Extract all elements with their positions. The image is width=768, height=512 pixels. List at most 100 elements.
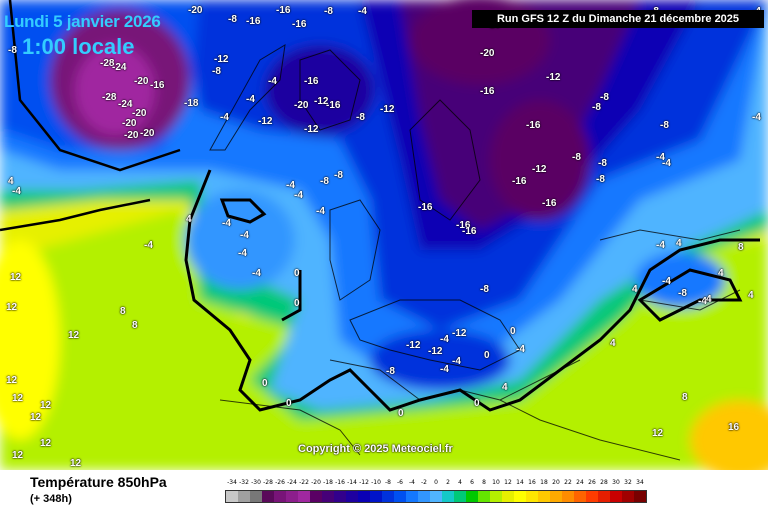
forecast-time: 1:00 locale	[22, 34, 135, 59]
temperature-value: -8	[356, 112, 365, 123]
scale-label: -22	[299, 479, 309, 486]
temperature-value: -16	[418, 202, 433, 213]
scale-label: 22	[564, 479, 572, 486]
temperature-value: 16	[728, 422, 740, 433]
temperature-value: -4	[656, 240, 665, 251]
scale-swatch	[262, 491, 274, 502]
scale-swatch	[370, 491, 382, 502]
temperature-value: -4	[12, 186, 21, 197]
temperature-value: 12	[652, 428, 664, 439]
scale-label: 12	[504, 479, 512, 486]
temperature-value: -20	[134, 76, 149, 87]
scale-label: 28	[600, 479, 608, 486]
temperature-value: -16	[480, 86, 495, 97]
temperature-value: 0	[484, 350, 490, 361]
scale-label: 2	[446, 479, 450, 486]
temperature-value: -4	[252, 268, 261, 279]
temperature-value: -28	[102, 92, 117, 103]
temperature-value: 4	[502, 382, 508, 393]
scale-label: -16	[335, 479, 345, 486]
legend-subtitle: (+ 348h)	[30, 493, 72, 505]
scale-label: 32	[624, 479, 632, 486]
legend: Température 850hPa (+ 348h) -34 -32 -30 -28…	[0, 470, 768, 512]
temperature-value: -4	[452, 356, 461, 367]
scale-swatch	[550, 491, 562, 502]
color-scale-bar	[225, 490, 647, 503]
temperature-value: 4	[718, 268, 724, 279]
scale-swatch	[454, 491, 466, 502]
temperature-value: 4	[748, 290, 754, 301]
scale-swatch	[622, 491, 634, 502]
temperature-value: -8	[480, 284, 489, 295]
map-svg	[0, 0, 768, 470]
scale-swatch	[358, 491, 370, 502]
scale-swatch	[310, 491, 322, 502]
scale-label: 24	[576, 479, 584, 486]
temperature-value: -4	[268, 76, 277, 87]
temperature-value: 0	[262, 378, 268, 389]
temperature-value: -4	[440, 364, 449, 375]
scale-label: -24	[287, 479, 297, 486]
temperature-value: 0	[510, 326, 516, 337]
temperature-value: -4	[358, 6, 367, 17]
temperature-value: -8	[212, 66, 221, 77]
scale-label: -32	[239, 479, 249, 486]
scale-label: -10	[371, 479, 381, 486]
temperature-value: -8	[334, 170, 343, 181]
scale-label: -28	[263, 479, 273, 486]
temperature-value: -24	[118, 99, 133, 110]
scale-swatch	[598, 491, 610, 502]
temperature-value: 12	[12, 393, 24, 404]
scale-label: 26	[588, 479, 596, 486]
scale-label: 30	[612, 479, 620, 486]
scale-swatch	[562, 491, 574, 502]
scale-swatch	[466, 491, 478, 502]
temperature-value: -20	[294, 100, 309, 111]
scale-swatch	[226, 491, 238, 502]
temperature-value: 12	[70, 458, 82, 469]
cold-isotherm	[0, 0, 181, 232]
temperature-value: -8	[572, 152, 581, 163]
temperature-value: -4	[246, 94, 255, 105]
scale-swatch	[610, 491, 622, 502]
temperature-value: 0	[294, 268, 300, 279]
scale-swatch	[502, 491, 514, 502]
scale-label: 14	[516, 479, 524, 486]
temperature-value: 8	[682, 392, 688, 403]
scale-swatch	[490, 491, 502, 502]
scale-swatch	[346, 491, 358, 502]
scale-swatch	[250, 491, 262, 502]
temperature-value: 8	[132, 320, 138, 331]
scale-swatch	[322, 491, 334, 502]
temperature-value: -4	[220, 112, 229, 123]
temperature-value: 12	[40, 438, 52, 449]
model-run-banner: Run GFS 12 Z du Dimanche 21 décembre 202…	[472, 10, 764, 28]
scale-label: 8	[482, 479, 486, 486]
scale-swatch	[634, 491, 646, 502]
scale-swatch	[418, 491, 430, 502]
temperature-value: 4	[676, 238, 682, 249]
scale-swatch	[238, 491, 250, 502]
temperature-value: -20	[122, 118, 137, 129]
temperature-value: -8	[596, 174, 605, 185]
scale-label: 18	[540, 479, 548, 486]
temperature-value: -20	[132, 108, 147, 119]
temperature-value: 0	[474, 398, 480, 409]
scale-label: -8	[385, 479, 391, 486]
temperature-value: -18	[184, 98, 199, 109]
temperature-value: -4	[240, 230, 249, 241]
scale-swatch	[538, 491, 550, 502]
temperature-value: -12	[314, 96, 329, 107]
scale-swatch	[526, 491, 538, 502]
scale-label: 20	[552, 479, 560, 486]
temperature-value: -20	[124, 130, 139, 141]
temperature-value: -4	[516, 344, 525, 355]
temperature-value: -16	[462, 226, 477, 237]
temperature-value: -8	[660, 120, 669, 131]
temperature-value: 8	[738, 242, 744, 253]
scale-swatch	[430, 491, 442, 502]
scale-swatch	[286, 491, 298, 502]
temperature-value: -8	[598, 158, 607, 169]
temperature-value: -24	[112, 62, 127, 73]
scale-swatch	[382, 491, 394, 502]
